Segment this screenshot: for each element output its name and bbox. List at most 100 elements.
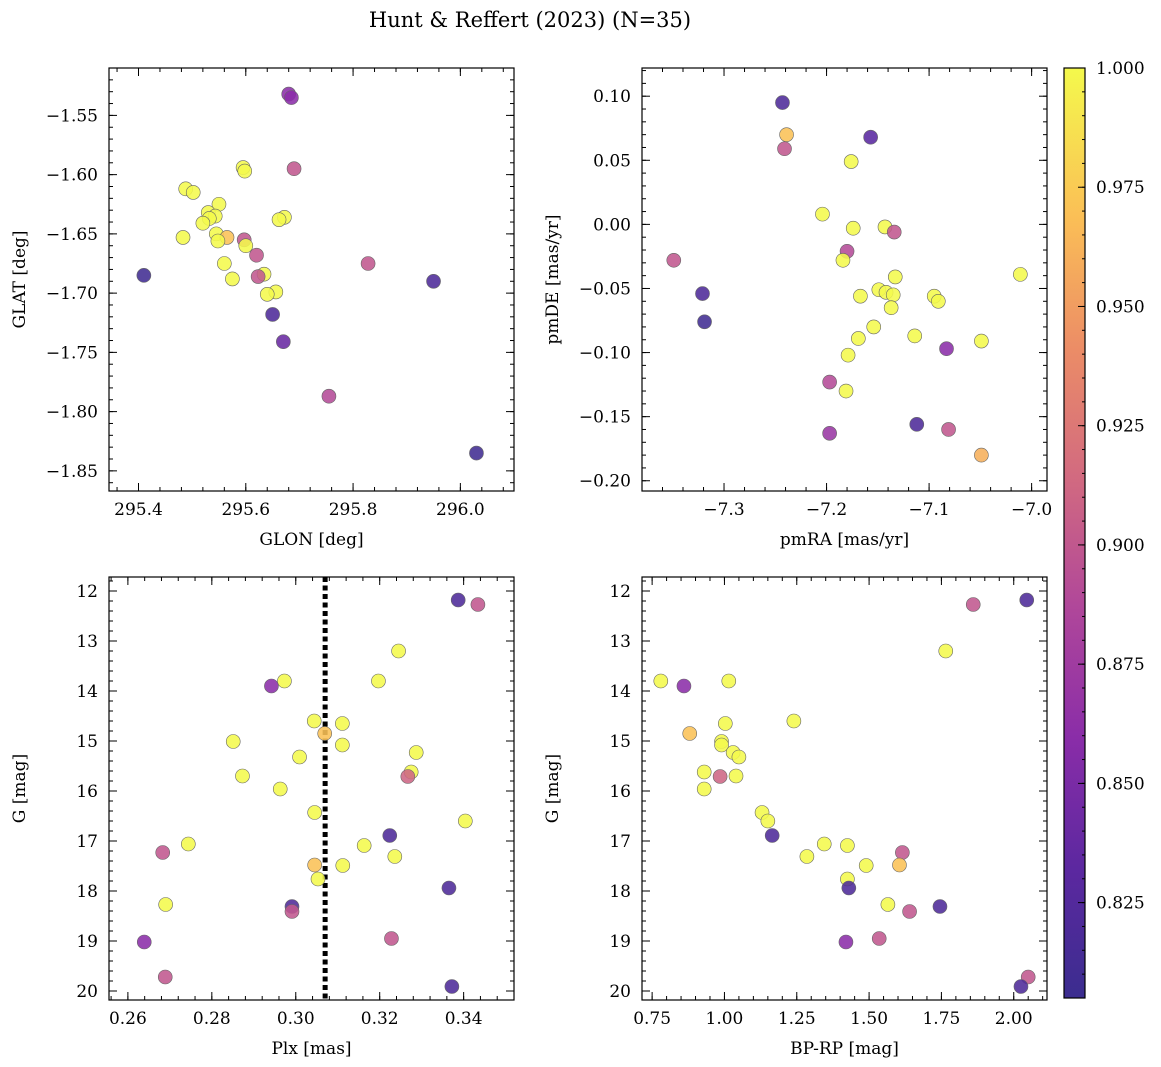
data-point [696, 781, 712, 797]
x-tick-label: 295.8 [329, 500, 378, 520]
x-tick-label: −7.3 [703, 500, 744, 520]
y-tick-label: 13 [76, 632, 98, 652]
axes-frame [108, 576, 515, 1001]
data-point [815, 206, 830, 222]
data-point [335, 737, 350, 753]
y-tick-label: 15 [76, 732, 98, 752]
data-point [276, 334, 291, 350]
data-point [760, 813, 776, 829]
data-point [265, 307, 280, 322]
data-point [866, 319, 882, 335]
y-tick-label: −1.80 [46, 403, 98, 423]
y-tick-label: 16 [609, 782, 631, 802]
x-axis-label: GLON [deg] [259, 530, 363, 550]
x-axis-label: BP-RP [mag] [790, 1039, 899, 1059]
data-point [264, 678, 279, 694]
y-tick-label: −0.10 [579, 344, 631, 364]
y-axis-label: pmDE [mas/yr] [543, 214, 563, 344]
data-point [277, 673, 292, 689]
y-tick-label: −1.65 [46, 225, 98, 245]
data-point [195, 215, 211, 231]
y-axis-label: G [mag] [543, 754, 563, 823]
axes-frame [641, 67, 1048, 492]
data-point [250, 269, 266, 284]
data-point [286, 161, 302, 177]
y-tick-label: −1.85 [46, 462, 98, 482]
data-point [306, 713, 322, 729]
x-tick-label: 0.28 [193, 1009, 231, 1029]
x-tick-label: 0.30 [277, 1009, 315, 1029]
data-point [895, 845, 910, 860]
data-point [360, 256, 376, 271]
data-point [863, 129, 878, 145]
data-point [731, 749, 747, 765]
x-tick-label: 0.75 [633, 1009, 671, 1029]
data-point [714, 737, 729, 753]
data-point [470, 597, 486, 612]
data-point [371, 673, 386, 689]
data-point [391, 643, 406, 659]
data-point [718, 716, 733, 731]
y-tick-label: 14 [76, 682, 98, 702]
data-point [292, 749, 307, 765]
data-point [653, 673, 669, 689]
y-tick-label: 17 [76, 832, 98, 852]
data-point [695, 286, 710, 301]
data-point [307, 805, 322, 820]
y-tick-label: −1.55 [46, 106, 98, 126]
data-point [902, 904, 917, 919]
data-point [777, 141, 792, 157]
data-point [217, 256, 232, 271]
data-point [931, 293, 946, 309]
data-point [712, 769, 728, 784]
data-point [235, 768, 250, 784]
data-point [676, 678, 692, 694]
data-point [871, 931, 887, 946]
y-tick-label: 20 [76, 982, 98, 1002]
data-point [883, 300, 899, 316]
data-point [307, 857, 322, 873]
y-axis-label: GLAT [deg] [10, 230, 30, 328]
data-point [400, 769, 416, 784]
data-point [838, 934, 854, 950]
data-point [136, 268, 152, 283]
panel-plx-g: 0.26 0.28 0.30 0.32 0.34 12 13 14 15 16 17 18 19 20 Pl… [10, 576, 515, 1059]
data-point [965, 597, 981, 612]
y-tick-label: 12 [609, 582, 631, 602]
colorbar: 0.825 0.850 0.875 0.900 0.925 0.950 0.975 1.000 [1063, 59, 1145, 999]
data-point [779, 127, 794, 142]
y-tick-label: 0.10 [593, 87, 631, 107]
x-tick-label: 1.25 [778, 1009, 816, 1029]
x-tick-label: 295.4 [114, 500, 163, 520]
data-point [158, 897, 173, 912]
data-point [272, 781, 288, 797]
y-tick-label: −0.05 [579, 279, 631, 299]
data-point [458, 813, 473, 829]
y-tick-label: 19 [76, 932, 98, 952]
data-point [822, 426, 837, 441]
data-point [181, 836, 196, 852]
y-axis-label: G [mag] [10, 754, 30, 823]
data-point [843, 154, 859, 169]
data-point [225, 271, 240, 287]
data-point [697, 314, 712, 330]
colorbar-tick-label: 0.850 [1096, 774, 1145, 794]
data-point [938, 643, 954, 659]
axes-frame [641, 576, 1048, 1001]
data-point [259, 287, 275, 302]
colorbar-tick-label: 0.925 [1096, 417, 1145, 437]
data-point [1013, 979, 1029, 994]
x-tick-label: 1.50 [850, 1009, 888, 1029]
data-point [851, 331, 866, 346]
y-tick-label: −1.75 [46, 343, 98, 363]
data-point [155, 845, 171, 860]
data-point [382, 828, 398, 843]
data-point [1013, 267, 1028, 282]
y-tick-label: −1.70 [46, 284, 98, 304]
data-point [271, 212, 287, 227]
data-point [775, 95, 790, 110]
data-point [721, 673, 737, 689]
x-tick-label: 295.6 [221, 500, 270, 520]
x-tick-label: 1.75 [922, 1009, 960, 1029]
colorbar-tick-label: 0.900 [1096, 536, 1145, 556]
